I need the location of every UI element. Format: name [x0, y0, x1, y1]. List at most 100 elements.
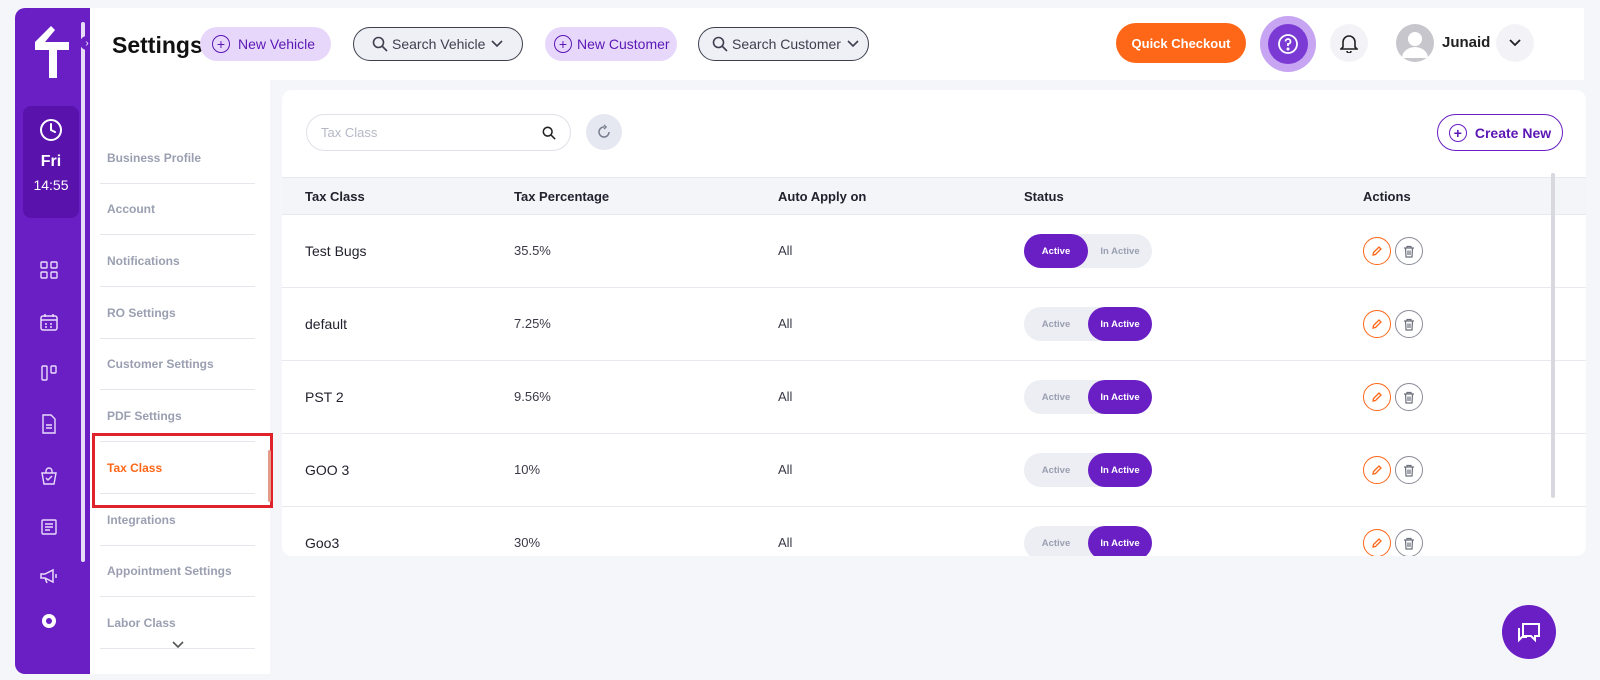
tax-class-search[interactable]: [306, 114, 571, 151]
status-active-option[interactable]: Active: [1024, 234, 1088, 268]
status-toggle[interactable]: Active In Active: [1024, 453, 1152, 487]
settings-nav-item-ro-settings[interactable]: RO Settings: [100, 287, 255, 339]
status-inactive-option[interactable]: In Active: [1100, 245, 1140, 257]
help-icon: [1268, 24, 1308, 64]
tax-percentage: 10%: [514, 462, 541, 477]
status-active-option[interactable]: Active: [1041, 318, 1071, 330]
report-icon[interactable]: [39, 517, 59, 537]
trash-icon: [1403, 391, 1415, 404]
new-vehicle-button[interactable]: + New Vehicle: [200, 27, 331, 61]
table-row: default 7.25% All Active In Active: [282, 288, 1586, 361]
status-active-option[interactable]: Active: [1041, 537, 1071, 549]
column-header-auto-apply: Auto Apply on: [778, 189, 867, 204]
app-logo[interactable]: [31, 22, 73, 78]
status-inactive-option[interactable]: In Active: [1088, 453, 1152, 487]
trash-icon: [1403, 318, 1415, 331]
settings-nav-scrollbar[interactable]: [268, 450, 271, 502]
table-row: PST 2 9.56% All Active In Active: [282, 361, 1586, 434]
edit-button[interactable]: [1363, 237, 1391, 265]
status-active-option[interactable]: Active: [1041, 464, 1071, 476]
pencil-icon: [1371, 537, 1383, 549]
search-customer-dropdown[interactable]: Search Customer: [698, 27, 869, 61]
settings-nav-item-customer-settings[interactable]: Customer Settings: [100, 338, 255, 390]
clock-day: Fri: [40, 153, 62, 170]
settings-nav-item-labor-class[interactable]: Labor Class: [100, 597, 255, 649]
edit-button[interactable]: [1363, 383, 1391, 411]
dashboard-icon[interactable]: [39, 260, 59, 280]
delete-button[interactable]: [1395, 383, 1423, 411]
megaphone-icon[interactable]: [39, 566, 59, 586]
scroll-down-chevron-icon[interactable]: [172, 636, 184, 652]
search-icon[interactable]: [542, 126, 556, 140]
column-header-status: Status: [1024, 189, 1064, 204]
pencil-icon: [1371, 464, 1383, 476]
edit-button[interactable]: [1363, 310, 1391, 338]
settings-nav-item-notifications[interactable]: Notifications: [100, 235, 255, 287]
page-title: Settings: [112, 32, 203, 58]
auto-apply-value: All: [778, 389, 793, 404]
settings-nav-item-account[interactable]: Account: [100, 183, 255, 235]
top-bar: Settings + New Vehicle Search Vehicle + …: [90, 8, 1584, 80]
delete-button[interactable]: [1395, 310, 1423, 338]
plus-circle-icon: +: [212, 35, 230, 53]
chevron-down-icon: [491, 40, 503, 48]
settings-icon[interactable]: [39, 611, 59, 631]
search-icon: [712, 36, 728, 52]
auto-apply-value: All: [778, 316, 793, 331]
status-inactive-option[interactable]: In Active: [1088, 307, 1152, 341]
settings-nav-item-business-profile[interactable]: Business Profile: [100, 132, 255, 184]
create-new-button[interactable]: + Create New: [1437, 114, 1563, 151]
tax-percentage: 9.56%: [514, 389, 551, 404]
user-menu-toggle[interactable]: [1496, 24, 1534, 62]
status-inactive-option[interactable]: In Active: [1088, 380, 1152, 414]
status-toggle[interactable]: Active In Active: [1024, 307, 1152, 341]
clock-widget: Fri 14:55: [23, 106, 79, 218]
new-customer-label: New Customer: [577, 36, 670, 52]
clock-icon: [23, 118, 79, 147]
table-header: Tax Class Tax Percentage Auto Apply on S…: [282, 177, 1586, 215]
avatar[interactable]: [1396, 24, 1434, 62]
settings-nav-item-appointment-settings[interactable]: Appointment Settings: [100, 545, 255, 597]
quick-checkout-button[interactable]: Quick Checkout: [1116, 23, 1246, 63]
status-toggle[interactable]: Active In Active: [1024, 380, 1152, 414]
refresh-button[interactable]: [586, 114, 622, 150]
table-row: Test Bugs 35.5% All Active In Active: [282, 215, 1586, 288]
delete-button[interactable]: [1395, 237, 1423, 265]
chevron-down-icon: [1509, 39, 1521, 47]
refresh-icon: [596, 124, 612, 140]
notifications-button[interactable]: [1330, 24, 1368, 62]
delete-button[interactable]: [1395, 529, 1423, 556]
chat-button[interactable]: [1502, 605, 1556, 659]
user-name[interactable]: Junaid: [1442, 34, 1491, 51]
calendar-icon[interactable]: [39, 312, 59, 332]
settings-nav-item-integrations[interactable]: Integrations: [100, 494, 255, 546]
settings-nav-item-pdf-settings[interactable]: PDF Settings: [100, 390, 255, 442]
search-customer-label: Search Customer: [732, 36, 841, 52]
column-header-tax-class: Tax Class: [305, 189, 365, 204]
status-inactive-option[interactable]: In Active: [1088, 526, 1152, 556]
settings-nav-item-tax-class[interactable]: Tax Class: [100, 442, 255, 494]
app-sidebar: Fri 14:55: [15, 8, 90, 674]
search-vehicle-label: Search Vehicle: [392, 36, 486, 52]
status-toggle[interactable]: Active In Active: [1024, 526, 1152, 556]
help-button[interactable]: [1260, 16, 1316, 72]
document-icon[interactable]: [39, 414, 59, 434]
status-active-option[interactable]: Active: [1041, 391, 1071, 403]
search-vehicle-dropdown[interactable]: Search Vehicle: [353, 27, 523, 61]
auto-apply-value: All: [778, 462, 793, 477]
board-icon[interactable]: [39, 363, 59, 383]
new-customer-button[interactable]: + New Customer: [545, 27, 677, 61]
bag-icon[interactable]: [39, 466, 59, 486]
plus-circle-icon: +: [1448, 123, 1467, 142]
tax-class-search-input[interactable]: [321, 125, 531, 140]
edit-button[interactable]: [1363, 456, 1391, 484]
tax-percentage: 30%: [514, 535, 541, 550]
delete-button[interactable]: [1395, 456, 1423, 484]
tax-class-name: Test Bugs: [305, 243, 367, 259]
sidebar-scrollbar[interactable]: [81, 22, 85, 562]
table-scrollbar[interactable]: [1551, 173, 1555, 498]
status-toggle[interactable]: Active In Active: [1024, 234, 1152, 268]
edit-button[interactable]: [1363, 529, 1391, 556]
tax-class-name: PST 2: [305, 389, 344, 405]
tax-class-name: default: [305, 316, 348, 332]
